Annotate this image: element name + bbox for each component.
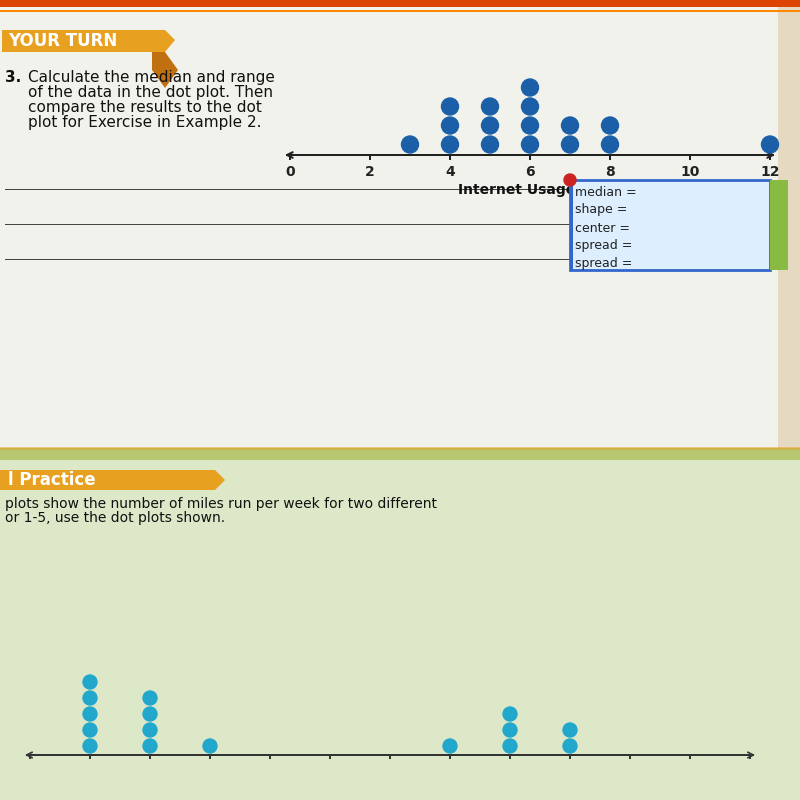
Text: or 1-5, use the dot plots shown.: or 1-5, use the dot plots shown.	[5, 511, 225, 525]
Text: median =: median =	[575, 186, 637, 198]
Circle shape	[503, 739, 517, 753]
Circle shape	[83, 675, 97, 689]
Bar	[290, 154, 770, 156]
Bar	[5, 258, 765, 260]
Bar	[0, 0, 800, 460]
Text: shape =: shape =	[575, 203, 627, 217]
Circle shape	[602, 117, 618, 134]
Circle shape	[83, 739, 97, 753]
Bar	[0, 0, 800, 7]
Circle shape	[143, 723, 157, 737]
Bar	[450, 155, 451, 160]
Bar	[570, 180, 770, 270]
Text: 0: 0	[285, 165, 295, 179]
Text: spread =: spread =	[575, 239, 632, 253]
Circle shape	[203, 739, 217, 753]
Circle shape	[402, 136, 418, 153]
Circle shape	[563, 723, 577, 737]
Circle shape	[522, 98, 538, 115]
Polygon shape	[152, 52, 178, 88]
Text: Calculate the median and range: Calculate the median and range	[28, 70, 275, 85]
Circle shape	[503, 707, 517, 721]
Bar	[290, 155, 291, 160]
Circle shape	[482, 98, 498, 115]
Circle shape	[83, 707, 97, 721]
Circle shape	[442, 98, 458, 115]
Text: 2: 2	[365, 165, 375, 179]
Circle shape	[143, 707, 157, 721]
Circle shape	[562, 136, 578, 153]
Text: 8: 8	[605, 165, 615, 179]
Text: plot for Exercise in Example 2.: plot for Exercise in Example 2.	[28, 115, 262, 130]
Polygon shape	[2, 30, 175, 52]
Text: l Practice: l Practice	[8, 471, 96, 489]
Bar	[30, 754, 750, 756]
Circle shape	[562, 117, 578, 134]
Circle shape	[443, 739, 457, 753]
Circle shape	[563, 739, 577, 753]
Bar	[770, 155, 771, 160]
Text: 3.: 3.	[5, 70, 22, 85]
Text: center =: center =	[575, 222, 630, 234]
Text: 6: 6	[525, 165, 535, 179]
Circle shape	[143, 691, 157, 705]
Circle shape	[482, 136, 498, 153]
Text: of the data in the dot plot. Then: of the data in the dot plot. Then	[28, 85, 273, 100]
Bar	[5, 224, 765, 225]
Circle shape	[83, 691, 97, 705]
Circle shape	[522, 136, 538, 153]
Bar	[370, 155, 371, 160]
Circle shape	[442, 117, 458, 134]
Bar	[770, 180, 788, 270]
Text: spread =: spread =	[575, 258, 632, 270]
Circle shape	[762, 136, 778, 153]
Circle shape	[442, 136, 458, 153]
Text: 10: 10	[680, 165, 700, 179]
Bar	[610, 155, 611, 160]
Bar	[570, 180, 573, 270]
Text: 12: 12	[760, 165, 780, 179]
Bar	[0, 10, 800, 12]
Circle shape	[602, 136, 618, 153]
Bar	[5, 189, 765, 190]
Circle shape	[564, 174, 576, 186]
Text: plots show the number of miles run per week for two different: plots show the number of miles run per w…	[5, 497, 437, 511]
Polygon shape	[0, 470, 225, 490]
Bar	[690, 155, 691, 160]
Circle shape	[83, 723, 97, 737]
Bar	[0, 460, 800, 800]
Text: YOUR TURN: YOUR TURN	[8, 32, 118, 50]
Circle shape	[143, 739, 157, 753]
Circle shape	[522, 117, 538, 134]
Circle shape	[503, 723, 517, 737]
Circle shape	[482, 117, 498, 134]
Text: Internet Usage (h): Internet Usage (h)	[458, 183, 602, 197]
Circle shape	[522, 79, 538, 96]
Bar	[778, 0, 800, 460]
Text: 4: 4	[445, 165, 455, 179]
Bar	[0, 447, 800, 450]
Text: compare the results to the dot: compare the results to the dot	[28, 100, 262, 115]
Bar	[0, 448, 800, 460]
Bar	[530, 155, 531, 160]
